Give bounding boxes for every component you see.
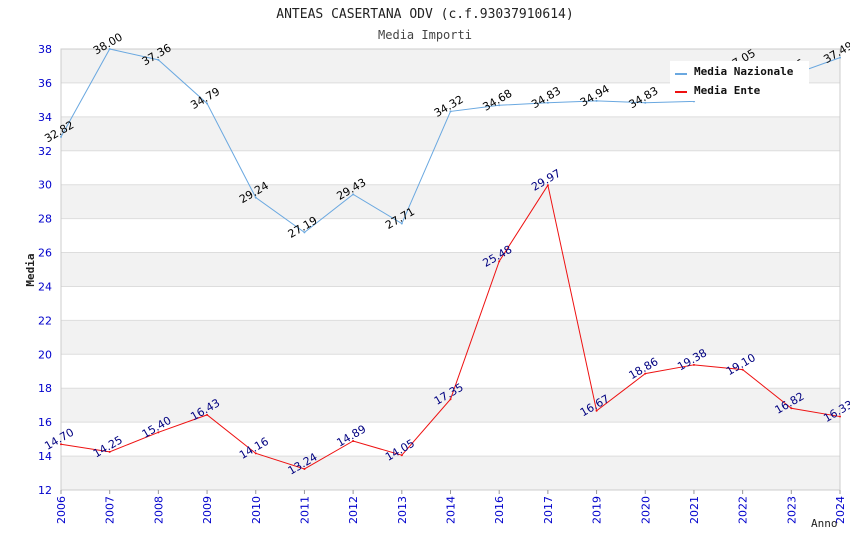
y-tick-label: 28 xyxy=(38,213,52,226)
grid-band xyxy=(61,456,840,490)
chart-title: ANTEAS CASERTANA ODV (c.f.93037910614) xyxy=(276,7,573,22)
x-tick-label: 2010 xyxy=(250,496,263,524)
data-point xyxy=(498,104,501,107)
data-point xyxy=(644,101,647,104)
x-axis-label: Anno xyxy=(811,517,838,530)
data-point xyxy=(449,110,452,113)
data-point xyxy=(400,222,403,225)
y-tick-label: 14 xyxy=(38,450,52,463)
data-point xyxy=(595,99,598,102)
data-point xyxy=(546,184,549,187)
data-point xyxy=(254,196,257,199)
y-tick-label: 38 xyxy=(38,43,52,56)
x-tick-label: 2014 xyxy=(445,496,458,524)
data-point xyxy=(60,135,62,138)
chart-subtitle: Media Importi xyxy=(378,28,472,42)
y-tick-label: 32 xyxy=(38,145,52,158)
x-tick-label: 2009 xyxy=(201,496,214,524)
data-label: 19.10 xyxy=(724,351,758,378)
data-point xyxy=(206,413,209,416)
data-point xyxy=(206,102,209,105)
data-label: 18.86 xyxy=(627,355,661,382)
data-label: 34.68 xyxy=(481,87,515,114)
data-point xyxy=(692,363,695,366)
x-axis: 2006 2007 2008 2009 2010 2011 2012 2013 2014 2016… xyxy=(55,490,847,524)
x-tick-label: 2011 xyxy=(298,496,311,524)
x-tick-label: 2022 xyxy=(737,496,750,524)
x-tick-label: 2016 xyxy=(493,496,506,524)
y-tick-label: 34 xyxy=(38,111,52,124)
data-label: 14.89 xyxy=(334,422,368,449)
y-tick-label: 36 xyxy=(38,77,52,90)
data-point xyxy=(254,452,257,455)
grid-band xyxy=(61,320,840,355)
data-point xyxy=(400,454,403,457)
data-point xyxy=(108,450,111,453)
data-point xyxy=(157,58,160,61)
y-tick-label: 16 xyxy=(38,416,52,429)
data-point xyxy=(60,443,62,446)
data-point xyxy=(352,193,355,196)
grid-band xyxy=(61,252,840,287)
grid-band xyxy=(61,388,840,423)
data-label: 34.83 xyxy=(627,84,661,111)
y-tick-label: 20 xyxy=(38,348,52,361)
data-point xyxy=(546,101,549,104)
data-point xyxy=(839,415,841,418)
data-label: 34.79 xyxy=(188,85,222,112)
data-point xyxy=(303,231,306,234)
legend: Media Nazionale Media Ente xyxy=(670,61,809,101)
y-axis: 12 14 16 18 20 22 24 26 28 30 32 34 36 38 xyxy=(38,43,52,497)
x-tick-label: 2020 xyxy=(639,496,652,524)
legend-box xyxy=(670,61,809,101)
data-point xyxy=(157,431,160,434)
y-tick-label: 24 xyxy=(38,280,52,293)
y-tick-label: 26 xyxy=(38,247,52,260)
data-label: 34.83 xyxy=(529,84,563,111)
y-tick-label: 22 xyxy=(38,314,52,327)
y-tick-label: 30 xyxy=(38,179,52,192)
x-tick-label: 2007 xyxy=(104,496,117,524)
data-point xyxy=(741,368,744,371)
y-axis-label: Media xyxy=(24,253,37,286)
data-point xyxy=(790,407,793,410)
data-point xyxy=(108,48,111,50)
x-tick-label: 2013 xyxy=(396,496,409,524)
gridlines xyxy=(61,48,840,491)
grid-band xyxy=(61,184,840,219)
data-point xyxy=(352,439,355,442)
data-point xyxy=(498,260,501,263)
x-tick-label: 2024 xyxy=(834,496,847,524)
data-point xyxy=(839,56,841,59)
legend-label-ente: Media Ente xyxy=(694,84,761,97)
x-tick-label: 2008 xyxy=(152,496,165,524)
data-point xyxy=(303,467,306,470)
y-tick-label: 18 xyxy=(38,382,52,395)
grid-band xyxy=(61,116,840,151)
data-point xyxy=(644,372,647,375)
x-tick-label: 2017 xyxy=(542,496,555,524)
grid-bands xyxy=(61,49,840,490)
data-label: 14.70 xyxy=(42,426,76,453)
data-point xyxy=(449,398,452,401)
x-tick-label: 2006 xyxy=(55,496,68,524)
data-point xyxy=(595,409,598,412)
data-label: 34.94 xyxy=(578,82,612,109)
x-tick-label: 2023 xyxy=(785,496,798,524)
x-tick-label: 2019 xyxy=(591,496,604,524)
x-tick-label: 2021 xyxy=(688,496,701,524)
x-tick-label: 2012 xyxy=(347,496,360,524)
legend-label-nazionale: Media Nazionale xyxy=(694,65,794,78)
y-tick-label: 12 xyxy=(38,484,52,497)
